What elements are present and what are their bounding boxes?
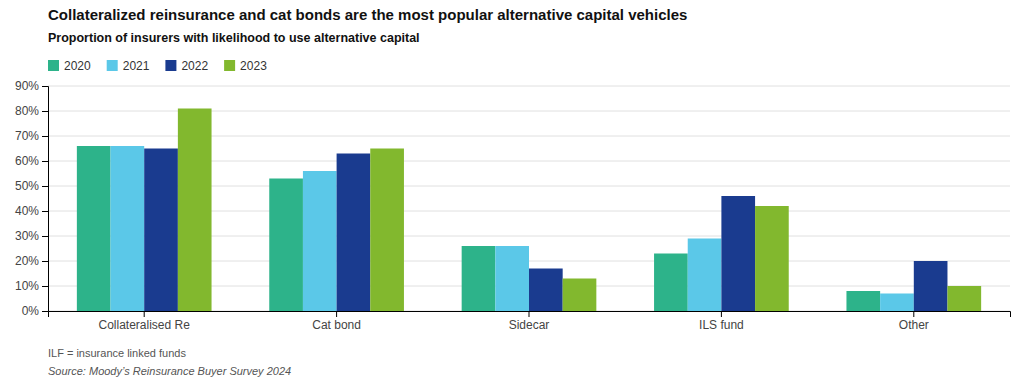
bar bbox=[914, 261, 948, 311]
tick-mark bbox=[913, 311, 914, 317]
title: Collateralized reinsurance and cat bonds… bbox=[48, 6, 687, 23]
tick: 50% bbox=[15, 179, 48, 193]
tick-mark bbox=[42, 311, 48, 312]
tick: 20% bbox=[15, 254, 48, 268]
bar bbox=[495, 246, 529, 311]
bar bbox=[880, 294, 914, 312]
bar bbox=[77, 146, 111, 311]
footnote: ILF = insurance linked funds bbox=[48, 347, 186, 359]
tick: ILS fund bbox=[699, 311, 744, 332]
tick-mark bbox=[42, 136, 48, 137]
bar-series bbox=[144, 149, 947, 312]
tick-label: Collateralised Re bbox=[99, 318, 191, 332]
tick-mark bbox=[42, 236, 48, 237]
tick-label: 70% bbox=[15, 129, 39, 143]
tick-mark bbox=[42, 86, 48, 87]
bar bbox=[654, 254, 688, 312]
tick: 30% bbox=[15, 229, 48, 243]
legend-item: 2020 bbox=[48, 59, 91, 73]
legend-item: 2021 bbox=[107, 59, 150, 73]
tick-mark bbox=[336, 311, 337, 317]
tick-mark bbox=[144, 311, 145, 317]
legend-swatch bbox=[48, 60, 59, 71]
footnote: Source: Moody’s Reinsurance Buyer Survey… bbox=[48, 365, 291, 377]
legend-swatch bbox=[107, 60, 118, 71]
grid-line bbox=[48, 86, 1010, 87]
chart: Collateralized reinsurance and cat bonds… bbox=[0, 0, 1024, 383]
bars bbox=[77, 109, 981, 312]
bar bbox=[462, 246, 496, 311]
bar-series bbox=[111, 146, 914, 311]
y-axis: 0% 10% 20% 30% 40% 50% 60% 70% 80% 90% bbox=[15, 79, 49, 318]
bar bbox=[846, 291, 880, 311]
tick-mark bbox=[42, 261, 48, 262]
tick: 80% bbox=[15, 104, 48, 118]
legend-swatch bbox=[165, 60, 176, 71]
tick: 0% bbox=[22, 304, 48, 318]
tick-mark bbox=[721, 311, 722, 317]
tick-label: 20% bbox=[15, 254, 39, 268]
bar bbox=[370, 149, 404, 312]
tick: 70% bbox=[15, 129, 48, 143]
legend-swatch bbox=[224, 60, 235, 71]
bar bbox=[269, 179, 303, 312]
tick: 10% bbox=[15, 279, 48, 293]
tick: 60% bbox=[15, 154, 48, 168]
tick-mark bbox=[42, 111, 48, 112]
bar bbox=[947, 286, 981, 311]
axis-line bbox=[42, 87, 49, 312]
legend-label: 2023 bbox=[240, 59, 267, 73]
bar bbox=[721, 196, 755, 311]
tick-mark bbox=[42, 211, 48, 212]
bar bbox=[755, 206, 789, 311]
tick-mark bbox=[529, 311, 530, 317]
plot: 0% 10% 20% 30% 40% 50% 60% 70% 80% 90% Collaterali… bbox=[15, 79, 1011, 331]
tick-mark bbox=[42, 186, 48, 187]
tick: Collateralised Re bbox=[99, 311, 191, 332]
legend-label: 2020 bbox=[64, 59, 91, 73]
bar bbox=[563, 279, 597, 312]
bar bbox=[303, 171, 337, 311]
tick-label: Cat bond bbox=[312, 318, 361, 332]
tick-label: 30% bbox=[15, 229, 39, 243]
legend-label: 2021 bbox=[123, 59, 150, 73]
x-axis: Collateralised Re Cat bond Sidecar ILS fund… bbox=[49, 311, 1011, 332]
legend-item: 2022 bbox=[165, 59, 208, 73]
bar bbox=[529, 269, 563, 312]
tick-mark bbox=[42, 161, 48, 162]
legend-label: 2022 bbox=[181, 59, 208, 73]
tick: 90% bbox=[15, 79, 48, 93]
tick-label: 10% bbox=[15, 279, 39, 293]
legend: 2020 2021 2022 2023 bbox=[48, 59, 267, 73]
tick: Cat bond bbox=[312, 311, 361, 332]
tick-label: 90% bbox=[15, 79, 39, 93]
tick: Sidecar bbox=[509, 311, 550, 332]
legend-item: 2023 bbox=[224, 59, 267, 73]
tick: Other bbox=[899, 311, 929, 332]
bar bbox=[144, 149, 178, 312]
tick: 40% bbox=[15, 204, 48, 218]
bar bbox=[178, 109, 212, 312]
bar bbox=[688, 239, 722, 312]
subtitle: Proportion of insurers with likelihood t… bbox=[48, 31, 420, 45]
tick-label: 80% bbox=[15, 104, 39, 118]
bar bbox=[111, 146, 145, 311]
bar bbox=[337, 154, 371, 312]
tick-label: Sidecar bbox=[509, 318, 550, 332]
bar-series bbox=[178, 109, 981, 312]
tick-mark bbox=[42, 286, 48, 287]
grid bbox=[48, 86, 1010, 311]
tick-label: ILS fund bbox=[699, 318, 744, 332]
tick-label: 0% bbox=[22, 304, 40, 318]
tick-label: 60% bbox=[15, 154, 39, 168]
tick-label: 40% bbox=[15, 204, 39, 218]
tick-label: Other bbox=[899, 318, 929, 332]
axis-line bbox=[49, 312, 1011, 318]
tick-label: 50% bbox=[15, 179, 39, 193]
